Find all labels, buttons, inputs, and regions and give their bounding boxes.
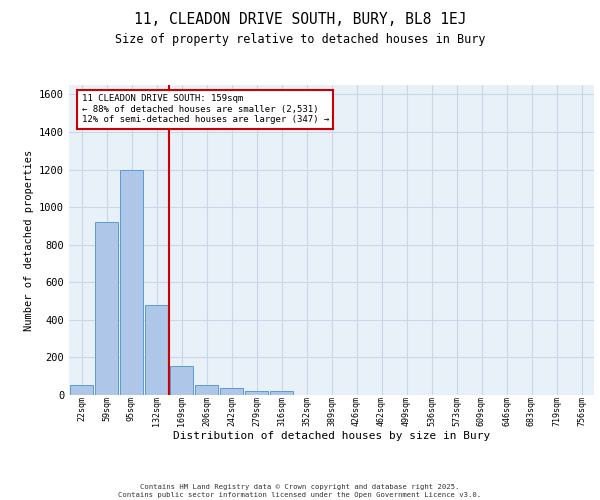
Text: 11 CLEADON DRIVE SOUTH: 159sqm
← 88% of detached houses are smaller (2,531)
12% : 11 CLEADON DRIVE SOUTH: 159sqm ← 88% of … (82, 94, 329, 124)
X-axis label: Distribution of detached houses by size in Bury: Distribution of detached houses by size … (173, 430, 490, 440)
Bar (170, 366, 193, 395)
Bar (70, 384, 93, 395)
Bar (220, 388, 243, 395)
Text: Size of property relative to detached houses in Bury: Size of property relative to detached ho… (115, 32, 485, 46)
Bar (145, 305, 168, 395)
Bar (270, 391, 293, 395)
Bar (120, 170, 143, 395)
Bar (195, 384, 218, 395)
Text: Contains HM Land Registry data © Crown copyright and database right 2025.
Contai: Contains HM Land Registry data © Crown c… (118, 484, 482, 498)
Y-axis label: Number of detached properties: Number of detached properties (23, 150, 34, 330)
Bar (245, 391, 268, 395)
Bar (95, 222, 118, 395)
Text: 11, CLEADON DRIVE SOUTH, BURY, BL8 1EJ: 11, CLEADON DRIVE SOUTH, BURY, BL8 1EJ (134, 12, 466, 28)
